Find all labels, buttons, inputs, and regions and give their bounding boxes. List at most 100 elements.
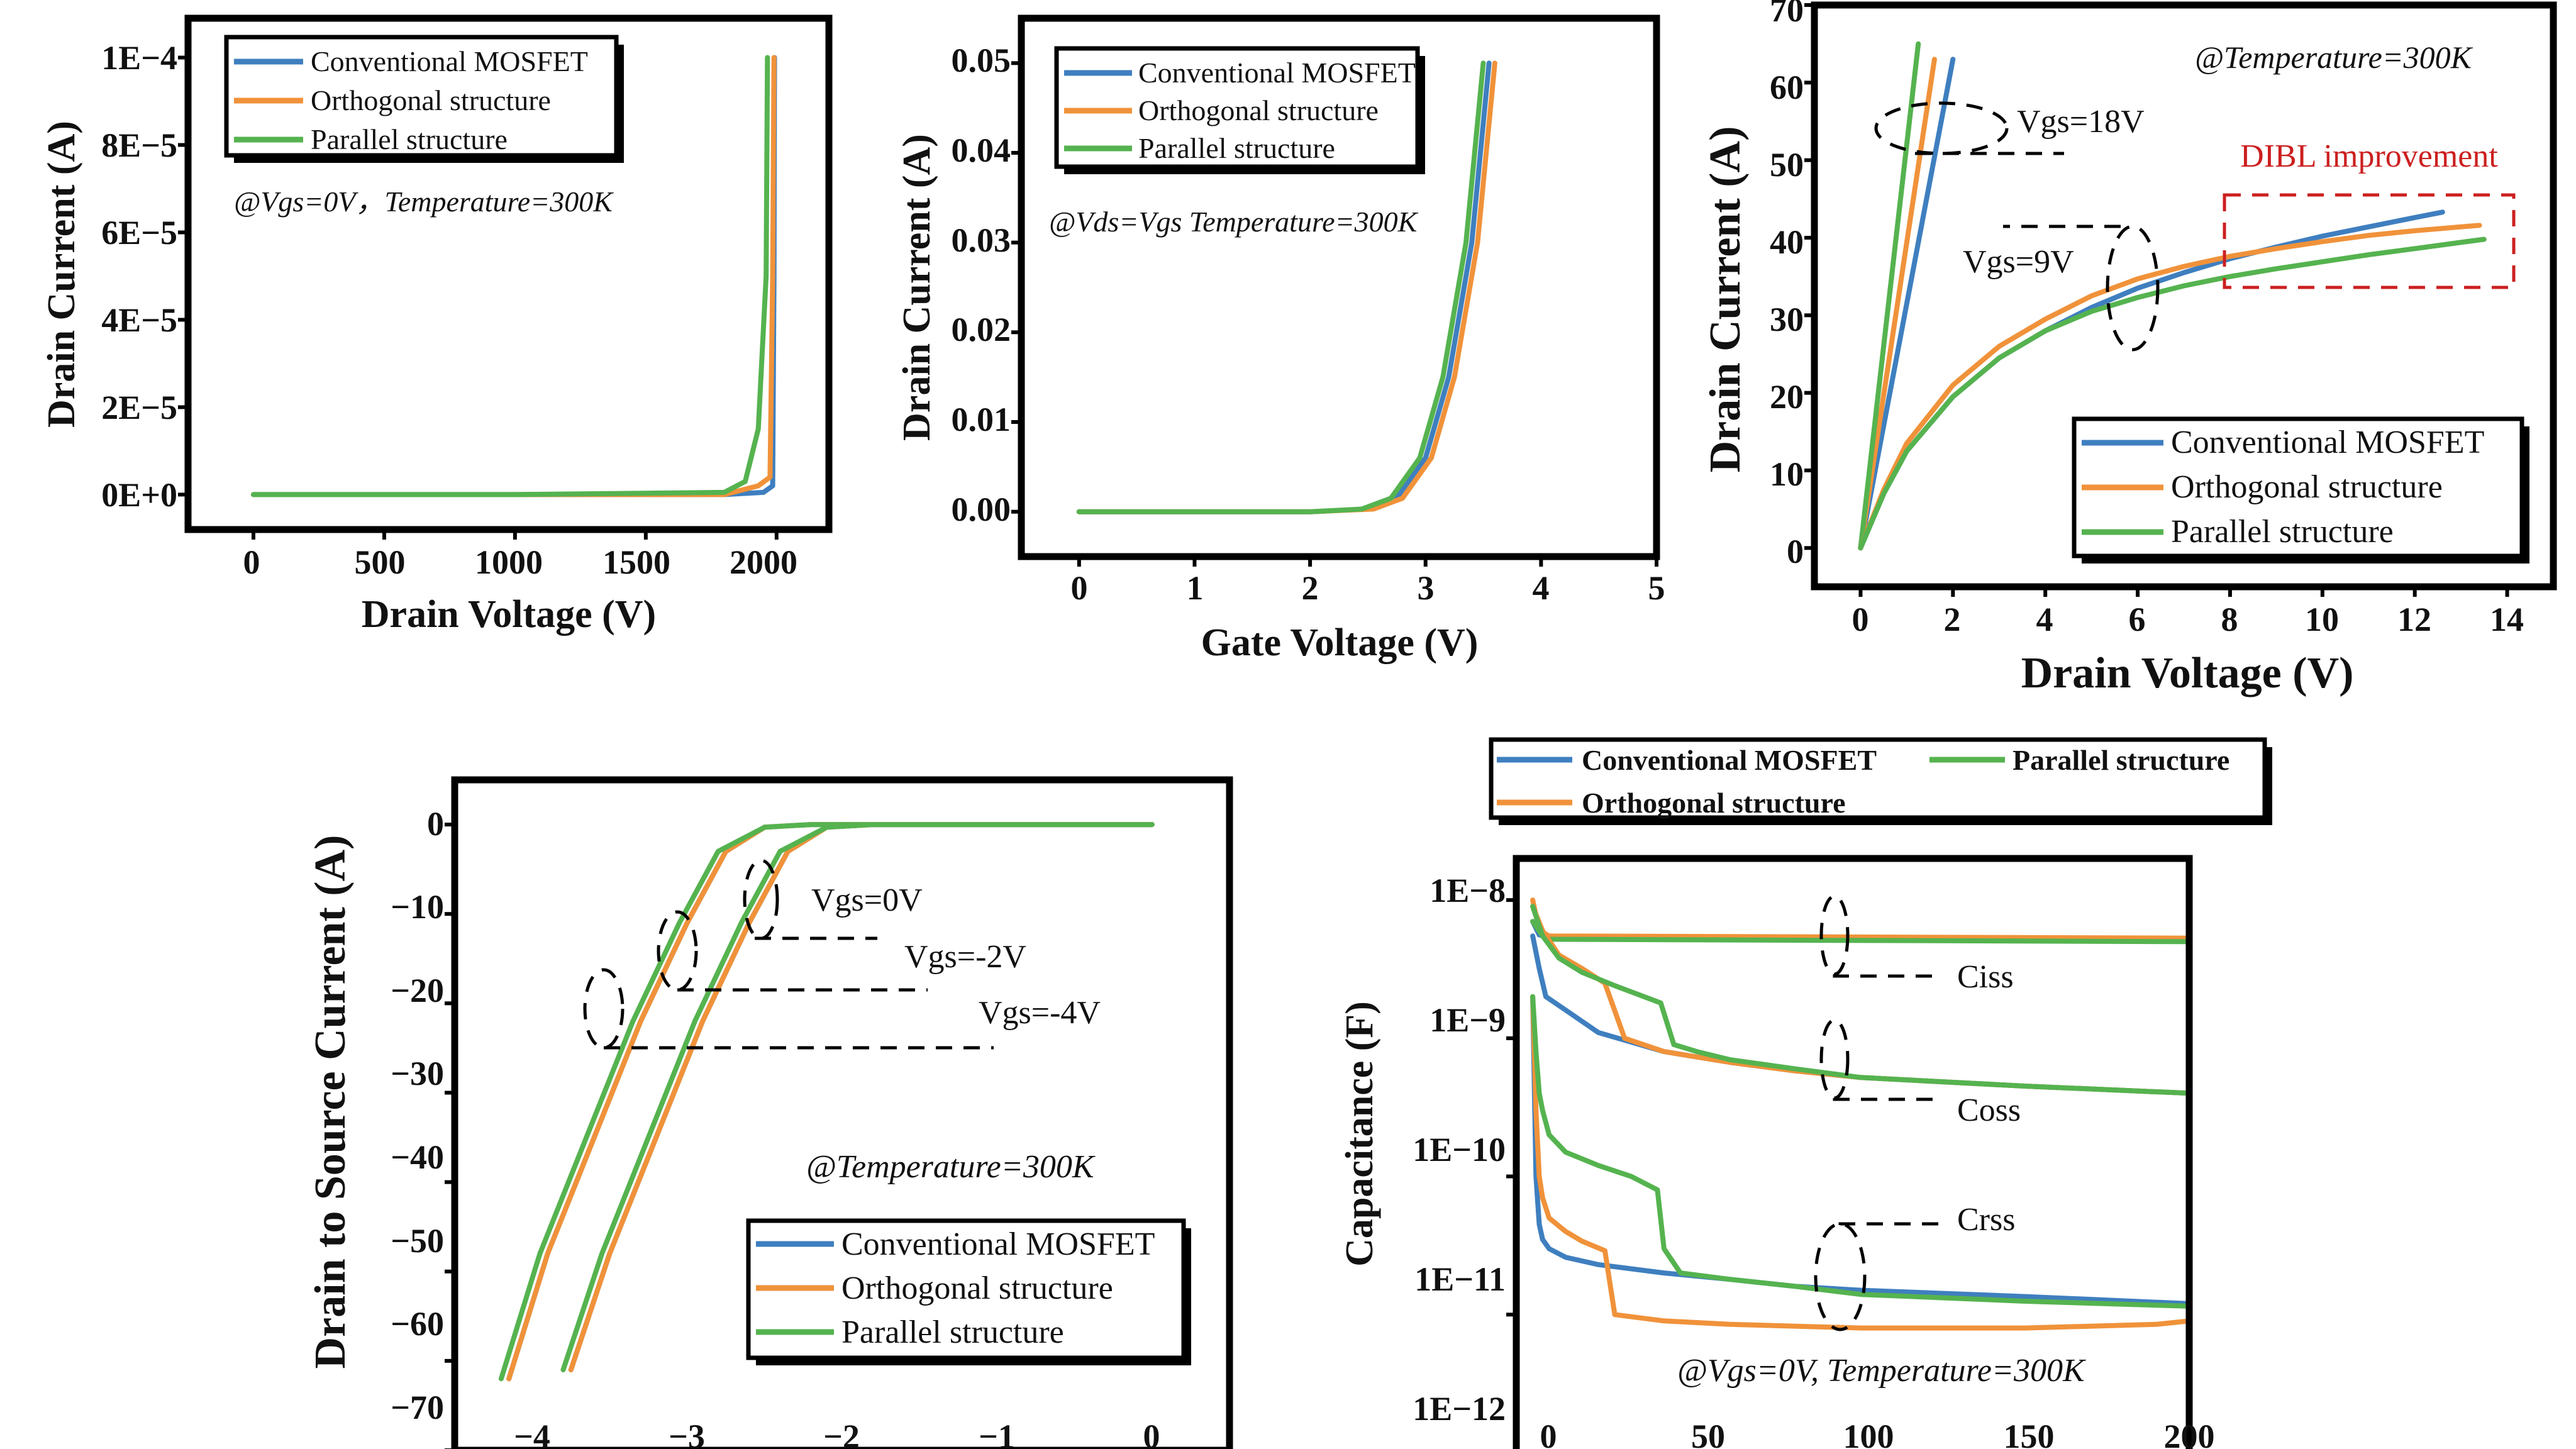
- plot-frame-c: [1811, 1, 2557, 591]
- legend-label: Orthogonal structure: [841, 1270, 1113, 1306]
- y-axis-title-b: Drain Current (A): [896, 134, 938, 441]
- condition-annotation-a: @Vgs=0V，Temperature=300K: [234, 186, 614, 218]
- y-tick-label: 1E−4: [101, 39, 177, 77]
- y-tick-label: 6E−5: [101, 214, 177, 252]
- y-ticks-e: [1506, 898, 1516, 1317]
- x-tick-label: 0: [1540, 1418, 1557, 1449]
- legend-label: Orthogonal structure: [1582, 787, 1846, 819]
- x-tick-label: 0: [1071, 569, 1088, 607]
- y-axis-title-a: Drain Current (A): [40, 121, 83, 428]
- plot-area-b: [1018, 14, 1660, 560]
- y-tick-label: 4E−5: [101, 301, 177, 339]
- vgs-9v-label: Vgs=9V: [1963, 244, 2074, 280]
- y-tick-label: 0.03: [952, 221, 1011, 259]
- legend-e: Conventional MOSFET Parallel structure O…: [1489, 737, 2272, 825]
- series-line-orthogonal-structure-vgs-18v: [1858, 57, 1937, 551]
- x-tick-label: 14: [2490, 601, 2524, 638]
- chart-panel-a: 0 500 1000 1500 2000 0E+0 2E−5 4E−5 6E−5…: [40, 14, 833, 636]
- y-tick-label: 1E−11: [1414, 1260, 1506, 1298]
- x-tick-label: 500: [355, 543, 406, 581]
- series-line-parallel-structure: [251, 55, 770, 497]
- x-tick-label: 4: [1533, 569, 1550, 607]
- y-tick-label: 50: [1770, 146, 1804, 184]
- series-group-e: [1530, 897, 2189, 1331]
- y-tick-label: 0: [1787, 533, 1804, 570]
- series-line-conventional-mosfet-vgs-18v: [1858, 57, 1956, 551]
- y-tick-label: 20: [1770, 378, 1804, 416]
- series-line-conventional-mosfet-crss: [1530, 994, 2189, 1306]
- y-tick-label: 2E−5: [101, 389, 177, 426]
- ciss-leader: [1833, 974, 1937, 978]
- y-tick-label: −60: [391, 1305, 444, 1343]
- y-ticks-d: [445, 823, 455, 1449]
- dibl-highlight-box: [2223, 193, 2516, 289]
- vgs-18v-marker-ellipse: [1874, 101, 2009, 155]
- y-tick-label: 0.04: [952, 131, 1011, 169]
- coss-marker-ellipse: [1819, 1018, 1850, 1100]
- chart-panel-d: −4 −3 −2 −1 0 0 −10 −20 −30 −40 −50 −60 …: [306, 776, 1233, 1449]
- y-tick-label: −10: [391, 888, 444, 926]
- x-tick-label: 150: [2004, 1418, 2055, 1449]
- crss-label: Crss: [1957, 1202, 2015, 1238]
- vgs-minus2v-marker-ellipse: [657, 910, 698, 992]
- y-tick-label: 70: [1770, 0, 1804, 29]
- legend-label: Parallel structure: [841, 1314, 1064, 1350]
- series-line-parallel-structure-2: [560, 822, 1155, 1373]
- plot-frame-e: [1513, 855, 2193, 1449]
- x-tick-label: −4: [514, 1418, 550, 1449]
- y-tick-label: 8E−5: [101, 126, 177, 164]
- y-tick-label: 0.01: [952, 401, 1011, 438]
- legend-label: Conventional MOSFET: [1138, 57, 1416, 89]
- legend-label: Orthogonal structure: [1138, 94, 1379, 126]
- plot-area-e: [1513, 855, 2193, 1449]
- y-axis-title-e: Capacitance (F): [1338, 1001, 1381, 1267]
- x-ticks-b: [1077, 557, 1658, 567]
- series-line-parallel-structure-coss: [1530, 904, 2189, 1096]
- x-tick-label: 200: [2164, 1418, 2215, 1449]
- plot-frame-a: [184, 14, 833, 533]
- series-line-parallel-structure-vgs-9v: [1858, 236, 2487, 551]
- x-tick-label: 4: [2036, 601, 2053, 638]
- x-tick-label: 5: [1648, 569, 1665, 607]
- legend-label: Conventional MOSFET: [841, 1226, 1155, 1262]
- coss-label: Coss: [1957, 1092, 2021, 1128]
- legend-label: Parallel structure: [311, 123, 508, 155]
- legend-label: Conventional MOSFET: [1582, 744, 1877, 776]
- x-tick-label: −2: [823, 1418, 860, 1449]
- x-tick-label: 0: [1852, 601, 1869, 638]
- x-tick-label: 2: [1302, 569, 1319, 607]
- coss-leader: [1833, 1097, 1940, 1101]
- legend-label: Parallel structure: [2012, 744, 2229, 776]
- ciss-label: Ciss: [1957, 959, 2014, 995]
- x-tick-label: 100: [1843, 1418, 1894, 1449]
- condition-annotation-e: @Vgs=0V, Temperature=300K: [1677, 1353, 2086, 1389]
- vgs-minus4v-marker-ellipse: [583, 968, 625, 1050]
- y-ticks-b: [1011, 61, 1021, 514]
- y-tick-label: 1E−12: [1413, 1390, 1506, 1428]
- vgs-minus2v-label: Vgs=-2V: [904, 939, 1026, 975]
- y-tick-label: 0.02: [952, 311, 1011, 348]
- x-tick-label: 1000: [475, 543, 543, 581]
- chart-panel-b: 0 1 2 3 4 5 0.00 0.01 0.02 0.03 0.04 0.0…: [896, 14, 1665, 664]
- y-ticks-c: [1804, 3, 1814, 550]
- vgs-minus4v-label: Vgs=-4V: [979, 995, 1101, 1031]
- x-axis-title-c: Drain Voltage (V): [2021, 649, 2354, 697]
- x-tick-label: 10: [2305, 601, 2339, 638]
- legend-label: Parallel structure: [1138, 132, 1335, 164]
- x-ticks-a: [251, 530, 779, 540]
- y-tick-label: −50: [391, 1222, 444, 1260]
- legend-d: Conventional MOSFET Orthogonal structure…: [746, 1218, 1191, 1365]
- y-ticks-a: [178, 55, 188, 497]
- series-line-parallel-structure: [1076, 60, 1486, 514]
- series-group-d: [498, 822, 1155, 1382]
- y-tick-label: −30: [391, 1055, 444, 1092]
- series-line-parallel-structure-crss: [1530, 994, 2189, 1309]
- plot-area-a: [184, 14, 833, 533]
- x-tick-label: 2: [1944, 601, 1961, 638]
- vgs-0v-marker-ellipse: [743, 858, 779, 940]
- legend-label: Parallel structure: [2171, 514, 2394, 550]
- chart-panel-c: 0 2 4 6 8 10 12 14 0 10 20 30 40 50 60 7…: [1701, 0, 2557, 697]
- legend-label: Orthogonal structure: [2171, 469, 2443, 505]
- x-ticks-c: [1858, 587, 2509, 597]
